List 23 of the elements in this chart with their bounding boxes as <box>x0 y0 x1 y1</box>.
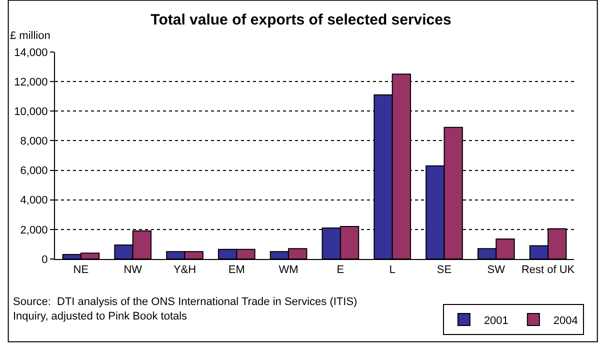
x-tick-label: SE <box>436 264 452 276</box>
y-tick-label: 10,000 <box>14 106 48 118</box>
x-tick-label: Y&H <box>173 264 196 276</box>
x-tick-label: EM <box>228 264 245 276</box>
y-axis-title: £ million <box>10 30 50 42</box>
legend-label: 2001 <box>484 314 508 327</box>
y-tick-label: 8,000 <box>20 136 48 148</box>
source-note: Source: DTI analysis of the ONS International Trade in Services (ITIS) Inquiry, adjusted to Pink Book totals <box>13 296 358 322</box>
y-tick-label: 14,000 <box>14 46 48 59</box>
legend-label: 2004 <box>553 314 578 327</box>
y-tick-label: 0 <box>42 254 48 266</box>
y-tick-label: 2,000 <box>20 224 48 236</box>
y-tick-label: 4,000 <box>20 194 48 207</box>
y-tick-label: 6,000 <box>20 165 48 178</box>
x-tick-label: SW <box>487 264 506 276</box>
x-tick-label: L <box>389 264 396 276</box>
x-tick-label: WM <box>278 264 298 276</box>
x-tick-label: NW <box>124 264 143 276</box>
chart-title: Total value of exports of selected services <box>150 11 452 28</box>
y-tick-label: 12,000 <box>14 76 48 88</box>
x-tick-label: NE <box>73 264 89 276</box>
x-tick-label: Rest of UK <box>521 264 576 276</box>
x-tick-label: E <box>336 264 344 276</box>
